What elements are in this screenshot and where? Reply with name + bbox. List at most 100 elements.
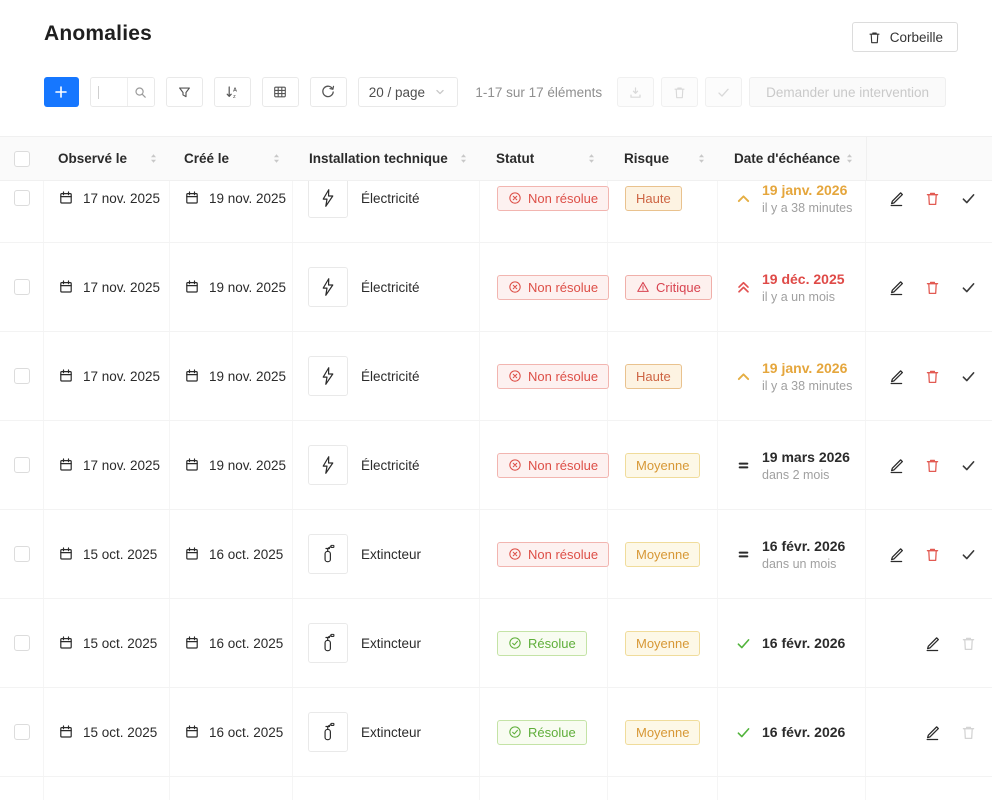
risk-warning-icon [636,280,650,294]
calendar-icon [184,279,200,295]
status-label: Résolue [528,724,576,740]
risk-label: Haute [636,190,671,206]
risk-badge: Moyenne [625,719,701,745]
table-row: 15 oct. 2025 16 oct. 2025 Extincteur Non… [0,510,992,599]
row-checkbox[interactable] [13,279,30,295]
row-checkbox[interactable] [13,724,30,740]
add-anomaly-button[interactable] [44,77,79,107]
column-header-created[interactable]: Créé le [170,137,293,180]
due-date: 19 déc. 2025 [762,270,845,287]
column-header-actions [866,137,992,180]
edit-button[interactable] [888,546,905,563]
select-all-checkbox[interactable] [14,150,30,167]
due-date: 16 févr. 2026 [762,724,846,740]
status-icon [508,191,522,205]
edit-button[interactable] [888,457,905,474]
row-actions [866,332,992,420]
delete-button[interactable] [924,546,941,563]
request-intervention-button[interactable]: Demander une intervention [749,77,946,107]
installation-label: Extincteur [361,724,422,740]
due-urgency-icon [735,724,752,741]
search-button[interactable] [126,78,154,106]
row-select-cell [0,332,44,420]
delete-icon [924,190,941,207]
created-cell: 19 nov. 2025 [170,332,293,420]
row-checkbox[interactable] [13,457,30,473]
risk-cell: Moyenne [608,688,718,776]
edit-button[interactable] [924,635,941,652]
delete-button[interactable] [960,635,977,652]
edit-button[interactable] [888,279,905,296]
status-badge: Non résolue [497,452,610,478]
row-checkbox[interactable] [13,368,30,384]
status-badge: Non résolue [497,363,610,389]
created-date: 16 oct. 2025 [209,546,284,562]
delete-button[interactable] [924,279,941,296]
installation-cell: Électricité [293,421,480,509]
column-header-due[interactable]: Date d'échéance [718,137,866,180]
observed-date: 15 oct. 2025 [83,546,158,562]
delete-button[interactable] [924,190,941,207]
column-header-observed[interactable]: Observé le [44,137,170,180]
risk-cell: Haute [608,332,718,420]
installation-label: Électricité [361,190,420,206]
edit-button[interactable] [888,368,905,385]
sort-caret-icon [695,151,708,166]
delete-button[interactable] [924,368,941,385]
calendar-icon [184,190,200,206]
observed-cell: 15 oct. 2025 [44,510,170,598]
column-header-risk[interactable]: Risque [608,137,718,180]
validate-button[interactable] [960,457,977,474]
observed-cell: 15 oct. 2025 [44,599,170,687]
validate-icon [960,279,977,296]
due-urgency-icon [735,190,752,207]
created-date: 19 nov. 2025 [209,190,287,206]
validate-button[interactable] [960,279,977,296]
delete-button[interactable] [960,724,977,741]
export-button[interactable] [617,77,655,107]
status-icon [508,280,522,294]
items-count: 1-17 sur 17 éléments [475,84,603,100]
row-checkbox[interactable] [13,190,30,206]
column-header-installation[interactable]: Installation technique [293,137,480,180]
delete-button[interactable] [924,457,941,474]
risk-cell: Haute [608,181,718,242]
refresh-button[interactable] [309,77,347,107]
created-date: 16 oct. 2025 [209,724,284,740]
validate-button[interactable] [960,546,977,563]
calendar-icon [184,368,200,384]
bulk-validate-button[interactable] [705,77,743,107]
bulk-delete-button[interactable] [661,77,699,107]
validate-button[interactable] [960,190,977,207]
edit-button[interactable] [888,190,905,207]
row-checkbox[interactable] [13,546,30,562]
columns-icon [272,84,288,100]
delete-icon [960,635,977,652]
row-select-cell [0,243,44,331]
risk-badge: Critique [625,274,712,300]
search-input[interactable] [90,79,127,94]
filter-button[interactable] [165,77,203,107]
sort-caret-icon [843,151,856,166]
sort-caret-icon [147,151,160,166]
validate-button[interactable] [960,368,977,385]
sort-button[interactable] [213,77,251,107]
column-header-status[interactable]: Statut [480,137,608,180]
column-label: Date d'échéance [734,151,841,166]
column-label: Observé le [58,151,128,166]
trash-view-label: Corbeille [889,29,943,45]
page-size-select[interactable]: 20 / page [357,77,459,107]
column-label: Statut [496,151,535,166]
due-relative: il y a 38 minutes [762,378,853,393]
status-label: Non résolue [528,457,599,473]
edit-button[interactable] [924,724,941,741]
due-date: 19 janv. 2026 [762,181,848,198]
columns-button[interactable] [261,77,299,107]
trash-view-button[interactable]: Corbeille [851,22,958,52]
validate-icon [960,190,977,207]
due-cell: 19 mars 2026 dans 2 mois [718,421,866,509]
validate-icon [960,368,977,385]
row-select-cell [0,688,44,776]
row-checkbox[interactable] [13,635,30,651]
